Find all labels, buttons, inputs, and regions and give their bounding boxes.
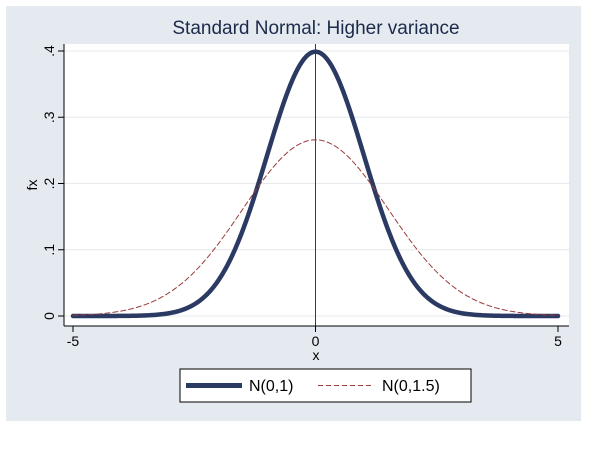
series-layer bbox=[70, 49, 561, 319]
y-tick-label: .4 bbox=[41, 45, 57, 57]
series-line-n01 bbox=[70, 49, 561, 319]
y-tick-label: .3 bbox=[41, 111, 57, 123]
legend: N(0,1) N(0,1.5) bbox=[179, 368, 472, 403]
y-axis-label: fx bbox=[24, 180, 40, 191]
chart-title: Standard Normal: Higher variance bbox=[172, 18, 459, 39]
legend-label-n01: N(0,1) bbox=[249, 378, 293, 395]
x-axis-label: x bbox=[313, 347, 320, 363]
y-tick-label: .2 bbox=[41, 177, 57, 189]
series-line-n015 bbox=[72, 139, 559, 316]
plot-area bbox=[64, 44, 569, 326]
y-tick-label: .1 bbox=[41, 244, 57, 256]
x-tick-label: -5 bbox=[67, 333, 80, 349]
x-tick-label: 5 bbox=[554, 333, 562, 349]
y-tick-label: 0 bbox=[41, 312, 57, 320]
x-tick-label: 0 bbox=[312, 333, 320, 349]
legend-label-n015: N(0,1.5) bbox=[382, 378, 440, 395]
x-axis-ticks: -5 0 5 bbox=[67, 326, 562, 349]
y-axis-ticks: 0 .1 .2 .3 .4 bbox=[41, 45, 64, 320]
